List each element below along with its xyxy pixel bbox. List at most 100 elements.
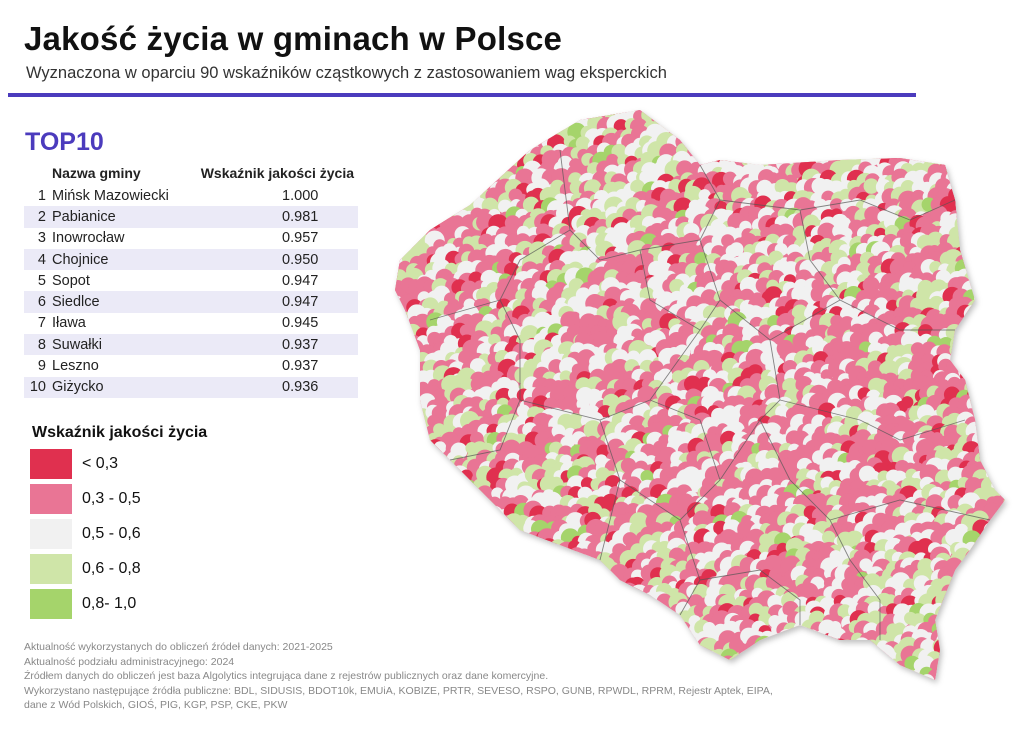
municipality-cell: [1003, 182, 1005, 199]
municipality-cell: [800, 677, 820, 680]
municipality-cell: [946, 110, 961, 123]
municipality-cell: [461, 492, 480, 512]
municipality-cell: [1000, 360, 1005, 376]
municipality-cell: [615, 271, 630, 285]
municipality-cell: [494, 521, 510, 536]
municipality-cell: [955, 197, 969, 211]
municipality-cell: [488, 596, 503, 611]
municipality-cell: [908, 137, 925, 155]
municipality-cell: [948, 581, 961, 594]
municipality-cell: [975, 627, 994, 646]
municipality-cell: [526, 126, 539, 139]
municipality-cell: [433, 441, 447, 454]
page-subtitle: Wyznaczona w oparciu 90 wskaźników cząst…: [26, 64, 667, 82]
municipality-cell: [971, 146, 989, 164]
municipality-cell: [956, 207, 975, 226]
municipality-cell: [546, 589, 560, 603]
municipality-cell: [524, 111, 538, 124]
municipality-cell: [1000, 658, 1005, 678]
municipality-cell: [441, 577, 456, 593]
municipality-cell: [553, 576, 567, 591]
municipality-cell: [395, 130, 403, 143]
municipality-cell: [444, 473, 457, 486]
municipality-cell: [759, 110, 778, 125]
municipality-cell: [990, 594, 1005, 615]
municipality-cell: [957, 667, 971, 680]
municipality-cell: [957, 343, 972, 357]
municipality-cell: [395, 515, 405, 530]
municipality-cell: [405, 512, 425, 532]
municipality-cell: [992, 189, 1005, 208]
municipality-cell: [1002, 443, 1005, 460]
municipality-cell: [465, 604, 479, 618]
municipality-cell: [801, 110, 820, 120]
municipality-cell: [421, 450, 440, 469]
municipality-cell: [377, 352, 394, 369]
municipality-cell: [966, 247, 980, 261]
municipality-cell: [395, 604, 397, 621]
municipality-cell: [809, 110, 830, 118]
municipality-cell: [472, 568, 487, 582]
municipality-cell: [545, 605, 561, 622]
municipality-cell: [613, 596, 627, 609]
municipality-cell: [995, 588, 1005, 602]
municipality-cell: [395, 424, 405, 438]
municipality-cell: [500, 585, 515, 600]
municipality-cell: [395, 110, 407, 126]
municipality-cell: [974, 288, 994, 308]
municipality-cell: [803, 629, 820, 646]
municipality-cell: [414, 567, 429, 582]
municipality-cell: [972, 667, 990, 680]
municipality-cell: [549, 584, 566, 601]
municipality-cell: [577, 604, 597, 624]
municipality-cell: [485, 511, 502, 529]
municipality-cell: [953, 125, 971, 142]
municipality-cell: [464, 487, 478, 501]
municipality-cell: [993, 227, 1005, 241]
municipality-cell: [559, 557, 578, 576]
municipality-cell: [766, 118, 781, 133]
municipality-cell: [756, 136, 773, 153]
municipality-cell: [413, 530, 429, 546]
municipality-cell: [378, 227, 393, 242]
municipality-cell: [648, 623, 663, 638]
municipality-cell: [980, 414, 998, 433]
municipality-cell: [892, 668, 908, 680]
municipality-cell: [514, 110, 535, 128]
municipality-cell: [953, 659, 970, 676]
municipality-cell: [452, 131, 472, 151]
municipality-cell: [399, 593, 414, 608]
municipality-cell: [435, 523, 450, 538]
municipality-cell: [976, 535, 992, 551]
municipality-cell: [630, 179, 645, 195]
municipality-cells: [377, 110, 1005, 680]
municipality-cell: [999, 568, 1005, 584]
municipality-cell: [417, 516, 435, 534]
municipality-cell: [608, 599, 622, 612]
municipality-cell: [432, 467, 453, 488]
municipality-cell: [380, 247, 394, 261]
municipality-cell: [973, 393, 993, 413]
municipality-cell: [416, 622, 431, 638]
municipality-cell: [998, 458, 1005, 476]
municipality-cell: [964, 660, 980, 675]
municipality-cell: [731, 110, 748, 123]
municipality-cell: [902, 672, 923, 680]
municipality-cell: [459, 618, 479, 639]
municipality-cell: [998, 307, 1005, 328]
municipality-cell: [993, 333, 1005, 347]
municipality-cell: [395, 539, 401, 559]
municipality-cell: [395, 568, 401, 582]
municipality-cell: [395, 541, 405, 554]
municipality-cell: [785, 141, 805, 161]
municipality-cell: [697, 112, 712, 127]
municipality-cell: [659, 613, 677, 631]
municipality-cell: [475, 114, 495, 134]
municipality-cell: [400, 218, 413, 232]
municipality-cell: [971, 624, 987, 640]
municipality-cell: [395, 378, 398, 394]
municipality-cell: [880, 133, 899, 151]
municipality-cell: [931, 125, 947, 140]
municipality-cell: [470, 497, 487, 514]
municipality-cell: [793, 631, 809, 647]
